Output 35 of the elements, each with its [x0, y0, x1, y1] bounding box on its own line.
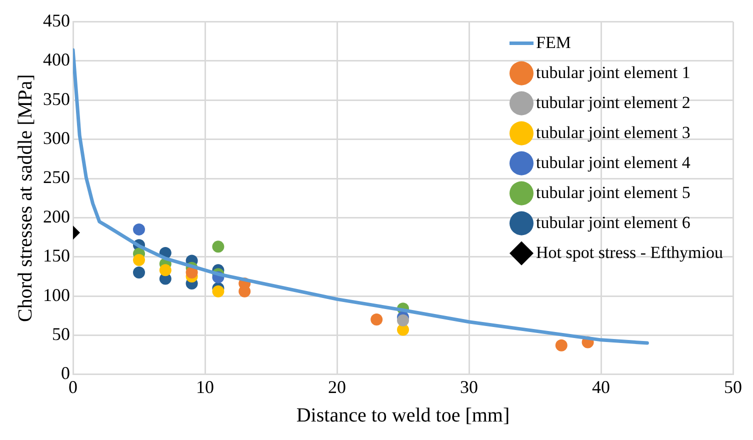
y-tick-label: 50	[52, 324, 70, 344]
legend-label: tubular joint element 4	[536, 152, 691, 172]
y-tick-label: 0	[61, 363, 70, 384]
point	[133, 254, 145, 266]
legend-label: tubular joint element 3	[536, 122, 690, 142]
point	[133, 266, 145, 279]
legend-label: tubular joint element 2	[536, 92, 690, 112]
legend-label: tubular joint element 1	[536, 62, 690, 82]
x-tick-label: 40	[592, 376, 610, 397]
point	[186, 266, 198, 279]
y-tick-label: 200	[43, 206, 70, 226]
y-tick-label: 300	[43, 128, 70, 148]
y-axis-title: Chord stresses at saddle [MPa]	[14, 74, 36, 322]
y-tick-label: 100	[43, 284, 70, 305]
y-tick-label: 400	[43, 50, 70, 70]
point	[212, 240, 224, 253]
y-tick-label: 250	[43, 167, 70, 188]
point	[370, 314, 383, 326]
legend-label: FEM	[536, 32, 571, 52]
point	[133, 223, 145, 236]
y-tick-label: 350	[43, 88, 70, 109]
x-tick-label: 10	[196, 376, 214, 397]
x-tick-label: 50	[724, 376, 742, 397]
legend-label: Hot spot stress - Efthymiou	[536, 242, 724, 262]
x-tick-label: 20	[328, 376, 346, 397]
point	[212, 285, 224, 298]
x-tick-label: 30	[460, 376, 478, 397]
point	[555, 339, 568, 352]
legend-label: tubular joint element 5	[536, 182, 690, 202]
y-tick-label: 150	[43, 246, 70, 266]
y-tick-label: 450	[43, 10, 70, 31]
point	[397, 314, 409, 326]
point	[159, 264, 172, 276]
legend-label: tubular joint element 6	[536, 212, 690, 232]
x-axis-title: Distance to weld toe [mm]	[296, 404, 510, 426]
